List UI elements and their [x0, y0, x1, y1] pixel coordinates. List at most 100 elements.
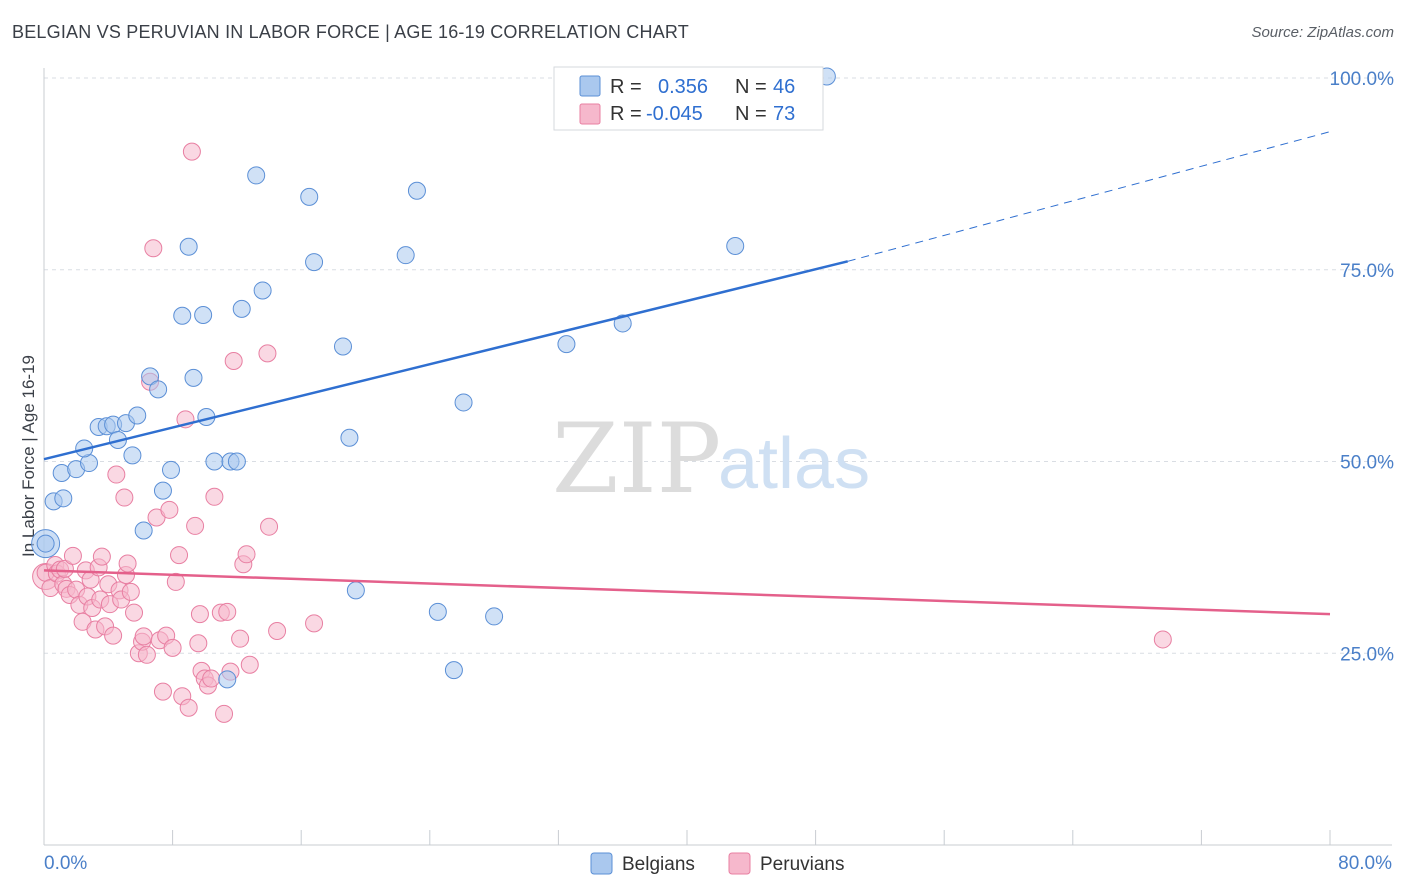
- legend-belgian-r-label: R =: [610, 76, 642, 98]
- bottom-legend-peruvians-swatch: [728, 852, 751, 875]
- peruvian-point-60: [218, 602, 237, 621]
- belgian-point-38: [428, 602, 447, 621]
- belgian-point-29: [247, 166, 266, 185]
- belgian-point-19: [173, 306, 192, 325]
- peruvian-point-30: [118, 554, 137, 573]
- peruvian-point-31: [121, 582, 140, 601]
- belgian-point-2: [54, 489, 73, 508]
- peruvian-point-35: [134, 627, 153, 646]
- legend-peruvian-r-label: R =: [610, 103, 642, 125]
- chart-source: Source: ZipAtlas.com: [1251, 24, 1394, 41]
- peruvian-point-59: [215, 704, 234, 723]
- peruvian-point-24: [104, 626, 123, 645]
- belgian-point-18: [161, 460, 180, 479]
- belgian-point-42: [557, 335, 576, 354]
- belgian-point-32: [305, 253, 324, 272]
- belgian-point-0: [36, 534, 55, 553]
- belgian-point-16: [149, 380, 168, 399]
- belgian-point-41: [485, 607, 504, 626]
- peruvian-point-70: [305, 614, 324, 633]
- peruvian-point-65: [237, 545, 256, 564]
- belgian-point-31: [300, 187, 319, 206]
- peruvian-point-68: [260, 517, 279, 536]
- belgian-point-44: [726, 236, 745, 255]
- belgian-point-40: [454, 393, 473, 412]
- legend-belgian-n-value: 46: [773, 76, 795, 98]
- x-tick-labels: 0.0% 80.0%: [44, 853, 1392, 874]
- watermark-atlas: atlas: [718, 424, 870, 504]
- peruvian-point-38: [144, 239, 163, 258]
- belgian-point-34: [340, 428, 359, 447]
- belgian-point-20: [179, 237, 198, 256]
- peruvian-point-25: [107, 465, 126, 484]
- belgian-point-43: [613, 314, 632, 333]
- peruvian-points: [32, 142, 1172, 723]
- belgian-point-13: [128, 406, 147, 425]
- peruvian-point-51: [186, 516, 205, 535]
- peruvian-point-36: [137, 645, 156, 664]
- grid-lines: [44, 77, 1392, 654]
- axes: [43, 68, 1392, 846]
- peruvian-point-62: [224, 352, 243, 371]
- belgian-trend-extension: [847, 131, 1331, 262]
- peruvian-point-56: [202, 669, 221, 688]
- belgian-point-39: [444, 661, 463, 680]
- belgian-point-37: [407, 181, 426, 200]
- peruvian-point-32: [125, 603, 144, 622]
- belgian-point-15: [141, 367, 160, 386]
- peruvian-point-9: [63, 546, 82, 565]
- peruvian-point-20: [92, 547, 111, 566]
- legend-belgian-r-value: 0.356: [658, 76, 708, 98]
- belgian-point-24: [205, 452, 224, 471]
- peruvian-point-57: [205, 487, 224, 506]
- trend-lines: [43, 131, 1331, 616]
- legend-peruvian-n-label: N =: [735, 103, 767, 125]
- y-axis-label: In Labor Force | Age 16-19: [19, 355, 38, 557]
- y-tick-label-75: 75.0%: [1340, 261, 1394, 282]
- watermark: ZIP atlas: [552, 403, 870, 515]
- peruvian-point-66: [240, 655, 259, 674]
- peruvian-point-63: [231, 629, 250, 648]
- peruvian-point-43: [160, 500, 179, 519]
- peruvian-point-46: [170, 546, 189, 565]
- belgian-point-28: [232, 299, 251, 318]
- belgian-point-14: [134, 521, 153, 540]
- peruvian-point-72: [1153, 630, 1172, 649]
- watermark-zip: ZIP: [552, 403, 721, 515]
- peruvian-point-69: [268, 622, 287, 641]
- legend-peruvian-r-value: -0.045: [646, 103, 703, 125]
- x-tick-label-max: 80.0%: [1338, 853, 1392, 874]
- belgian-trend-line: [43, 260, 849, 461]
- peruvian-point-44: [163, 638, 182, 657]
- belgian-point-22: [194, 306, 213, 325]
- bottom-legend-belgians-label: Belgians: [622, 854, 695, 875]
- y-tick-label-100: 100.0%: [1330, 69, 1395, 90]
- belgian-point-12: [123, 446, 142, 465]
- peruvian-point-41: [153, 682, 172, 701]
- belgian-points: [31, 67, 836, 689]
- y-tick-label-25: 25.0%: [1340, 644, 1394, 665]
- belgian-point-25: [218, 670, 237, 689]
- chart-title: BELGIAN VS PERUVIAN IN LABOR FORCE | AGE…: [12, 22, 689, 42]
- peruvian-point-50: [182, 142, 201, 161]
- peruvian-point-6: [55, 559, 74, 578]
- peruvian-point-67: [258, 344, 277, 363]
- belgian-point-30: [253, 281, 272, 300]
- peruvian-point-49: [179, 698, 198, 717]
- bottom-legend: Belgians Peruvians: [590, 852, 845, 875]
- belgian-point-27: [227, 452, 246, 471]
- legend-peruvian-swatch: [579, 103, 601, 125]
- belgian-point-17: [153, 481, 172, 500]
- belgian-point-33: [333, 337, 352, 356]
- peruvian-point-71: [190, 605, 209, 624]
- bottom-legend-belgians-swatch: [590, 852, 613, 875]
- legend-peruvian-n-value: 73: [773, 103, 795, 125]
- belgian-point-21: [184, 368, 203, 387]
- peruvian-point-52: [189, 634, 208, 653]
- peruvian-point-45: [166, 572, 185, 591]
- legend-belgian-n-label: N =: [735, 76, 767, 98]
- belgian-point-35: [346, 581, 365, 600]
- bottom-legend-peruvians-label: Peruvians: [760, 854, 845, 875]
- legend-belgian-swatch: [579, 75, 601, 97]
